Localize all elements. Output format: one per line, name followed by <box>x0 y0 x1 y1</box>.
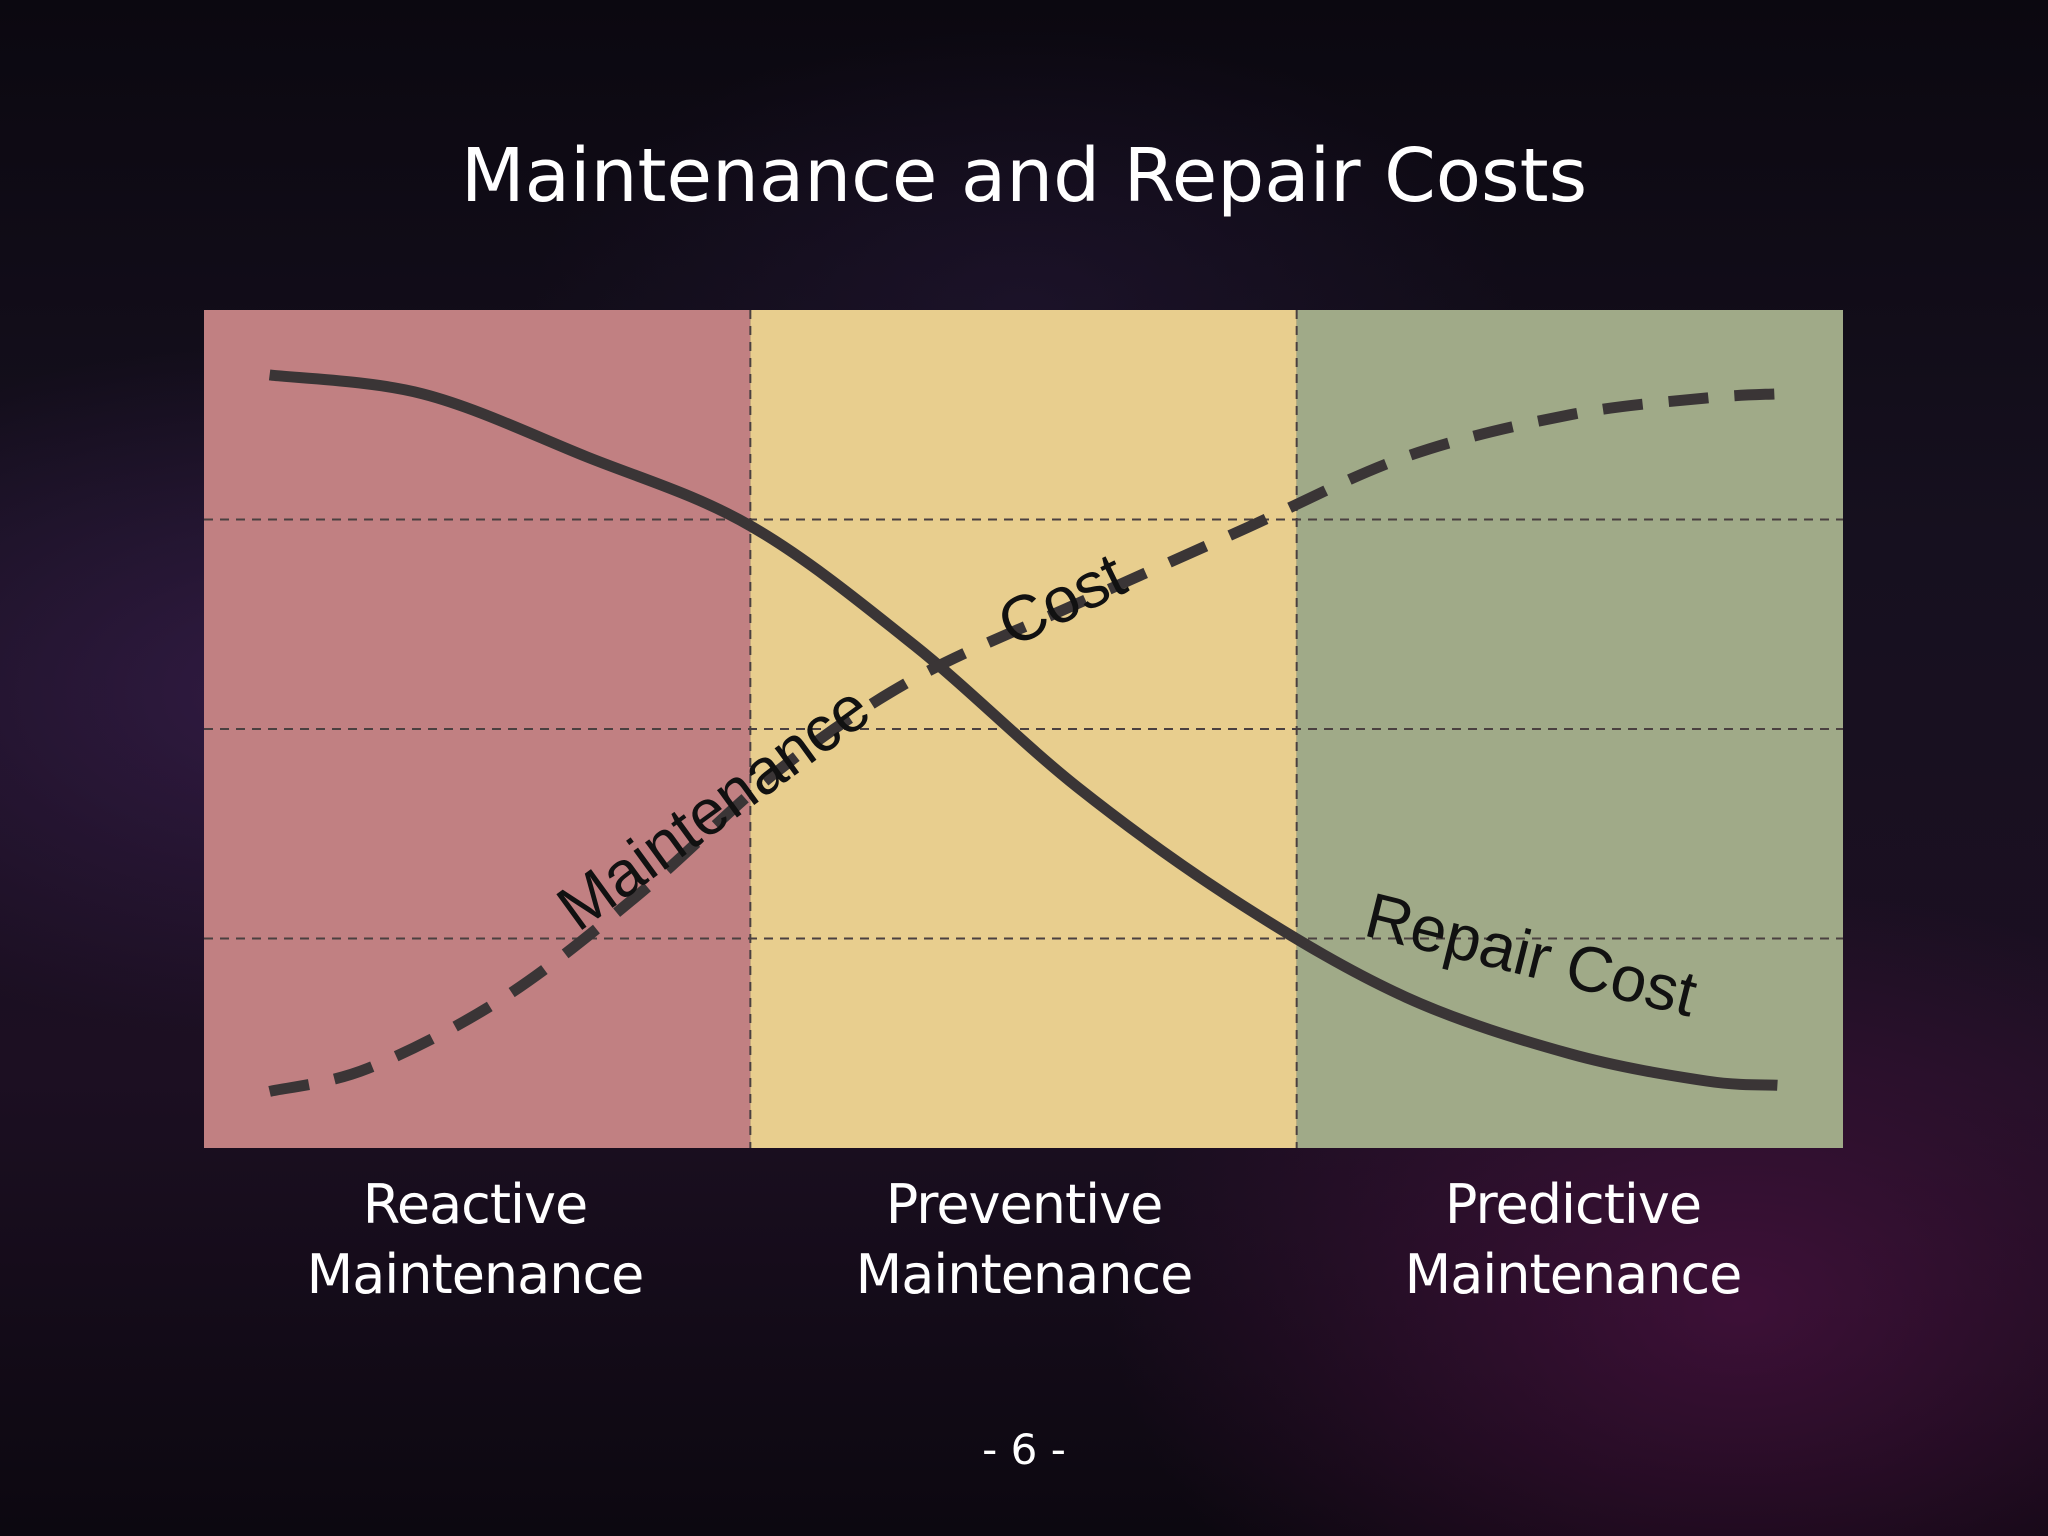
chart-grid <box>204 310 1843 1148</box>
category-label-line: Maintenance <box>306 1243 645 1306</box>
category-label-predictive: Predictive Maintenance <box>1300 1170 1846 1310</box>
repair-cost-line <box>268 369 1778 1091</box>
category-label-preventive: Preventive Maintenance <box>751 1170 1297 1310</box>
page-number: - 6 - <box>982 1425 1066 1474</box>
category-label-line: Maintenance <box>855 1243 1194 1306</box>
maintenance-cost-line <box>268 388 1778 1097</box>
category-label-line: Preventive <box>885 1173 1164 1236</box>
category-label-line: Predictive <box>1444 1173 1702 1236</box>
category-label-reactive: Reactive Maintenance <box>202 1170 748 1310</box>
series-lines <box>268 369 1778 1097</box>
slide-title: Maintenance and Repair Costs <box>460 133 1588 219</box>
category-label-line: Maintenance <box>1404 1243 1743 1306</box>
category-label-line: Reactive <box>362 1173 588 1236</box>
